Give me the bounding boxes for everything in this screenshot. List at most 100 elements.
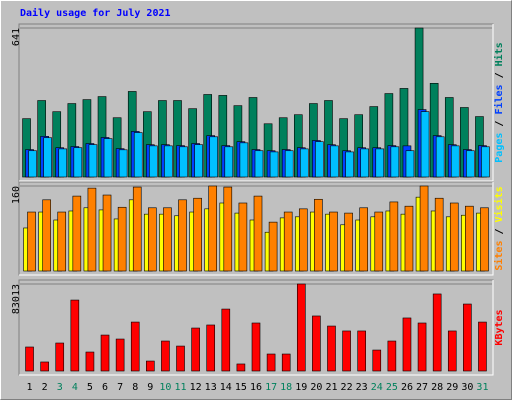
y-tick-label: 160 (11, 186, 22, 204)
bar (117, 206, 127, 272)
bar (465, 205, 474, 272)
bar (417, 322, 427, 372)
bar (88, 144, 98, 178)
bar (208, 185, 218, 272)
legend-separator: / (494, 66, 505, 84)
bar (28, 150, 37, 178)
bar (329, 211, 338, 272)
bar (372, 349, 382, 372)
bar (344, 212, 353, 272)
x-tick-label: 11 (174, 382, 186, 393)
bar (314, 198, 323, 272)
bar (404, 205, 414, 272)
bar (268, 221, 278, 272)
legend-separator: / (494, 115, 505, 133)
bar (447, 330, 457, 372)
legend-entry: Hits (493, 42, 505, 66)
bar (327, 325, 336, 372)
y-tick-label: 83013 (11, 284, 22, 314)
bar (434, 197, 444, 272)
x-tick-label: 27 (416, 382, 428, 393)
bar (193, 197, 202, 272)
x-tick-label: 25 (386, 382, 398, 393)
bar (374, 211, 384, 272)
bar (27, 211, 36, 272)
bar (223, 186, 233, 272)
bar (284, 150, 294, 178)
legend: Sites / Visits (493, 186, 505, 270)
bar (55, 342, 65, 372)
bar (148, 207, 157, 272)
x-tick-label: 8 (132, 382, 138, 393)
bar (115, 338, 125, 372)
bar (239, 142, 249, 178)
bar (87, 187, 97, 272)
x-tick-label: 30 (461, 382, 473, 393)
bar (103, 138, 113, 178)
x-tick-label: 3 (57, 382, 63, 393)
legend: Pages / Files / Hits (493, 42, 505, 162)
bar (266, 353, 276, 372)
x-tick-label: 5 (87, 382, 93, 393)
legend-entry: Visits (493, 186, 505, 222)
bar (132, 186, 142, 272)
x-tick-label: 16 (250, 382, 262, 393)
bar (466, 150, 475, 178)
x-tick-label: 23 (356, 382, 368, 393)
bar (419, 185, 429, 272)
x-tick-label: 13 (205, 382, 217, 393)
bar (179, 146, 188, 178)
bar (254, 150, 264, 178)
bar (389, 201, 399, 272)
bar (281, 353, 291, 372)
x-tick-label: 7 (117, 382, 123, 393)
bar (194, 144, 203, 178)
bar (178, 199, 187, 272)
bar (58, 148, 68, 178)
bar (390, 146, 400, 178)
bar (357, 330, 366, 372)
bar (149, 145, 158, 178)
bar (40, 361, 49, 372)
x-tick-label: 18 (280, 382, 292, 393)
bar (405, 150, 415, 178)
bar (73, 147, 83, 178)
bar (236, 363, 246, 372)
bar (480, 207, 489, 272)
x-tick-label: 20 (310, 382, 322, 393)
bar (209, 136, 219, 178)
legend-entry: Files (493, 84, 505, 114)
bar (450, 145, 460, 178)
x-tick-label: 22 (341, 382, 353, 393)
bar (43, 137, 52, 178)
legend-entry: Pages (494, 133, 505, 163)
bar (163, 207, 172, 272)
bar (345, 151, 354, 178)
bar (251, 322, 261, 372)
bar (463, 303, 472, 372)
bar (221, 308, 231, 372)
bar (72, 195, 82, 272)
bar (130, 321, 140, 372)
x-tick-label: 29 (446, 382, 458, 393)
bar (312, 315, 321, 372)
bar (42, 199, 51, 272)
bar (478, 321, 487, 372)
x-tick-label: 14 (220, 382, 232, 393)
panel-edge (19, 280, 494, 376)
bar (146, 360, 155, 372)
bar (296, 283, 306, 372)
bar (176, 345, 185, 372)
bar (164, 145, 173, 178)
bar (206, 324, 216, 372)
legend-entry: KBytes (494, 309, 505, 345)
bar (359, 207, 368, 272)
bar (402, 317, 412, 372)
bar (238, 202, 248, 272)
bar (375, 148, 385, 178)
bar (133, 132, 143, 178)
x-tick-label: 26 (401, 382, 413, 393)
bar (387, 340, 397, 372)
x-tick-label: 6 (102, 382, 108, 393)
x-tick-label: 28 (431, 382, 443, 393)
